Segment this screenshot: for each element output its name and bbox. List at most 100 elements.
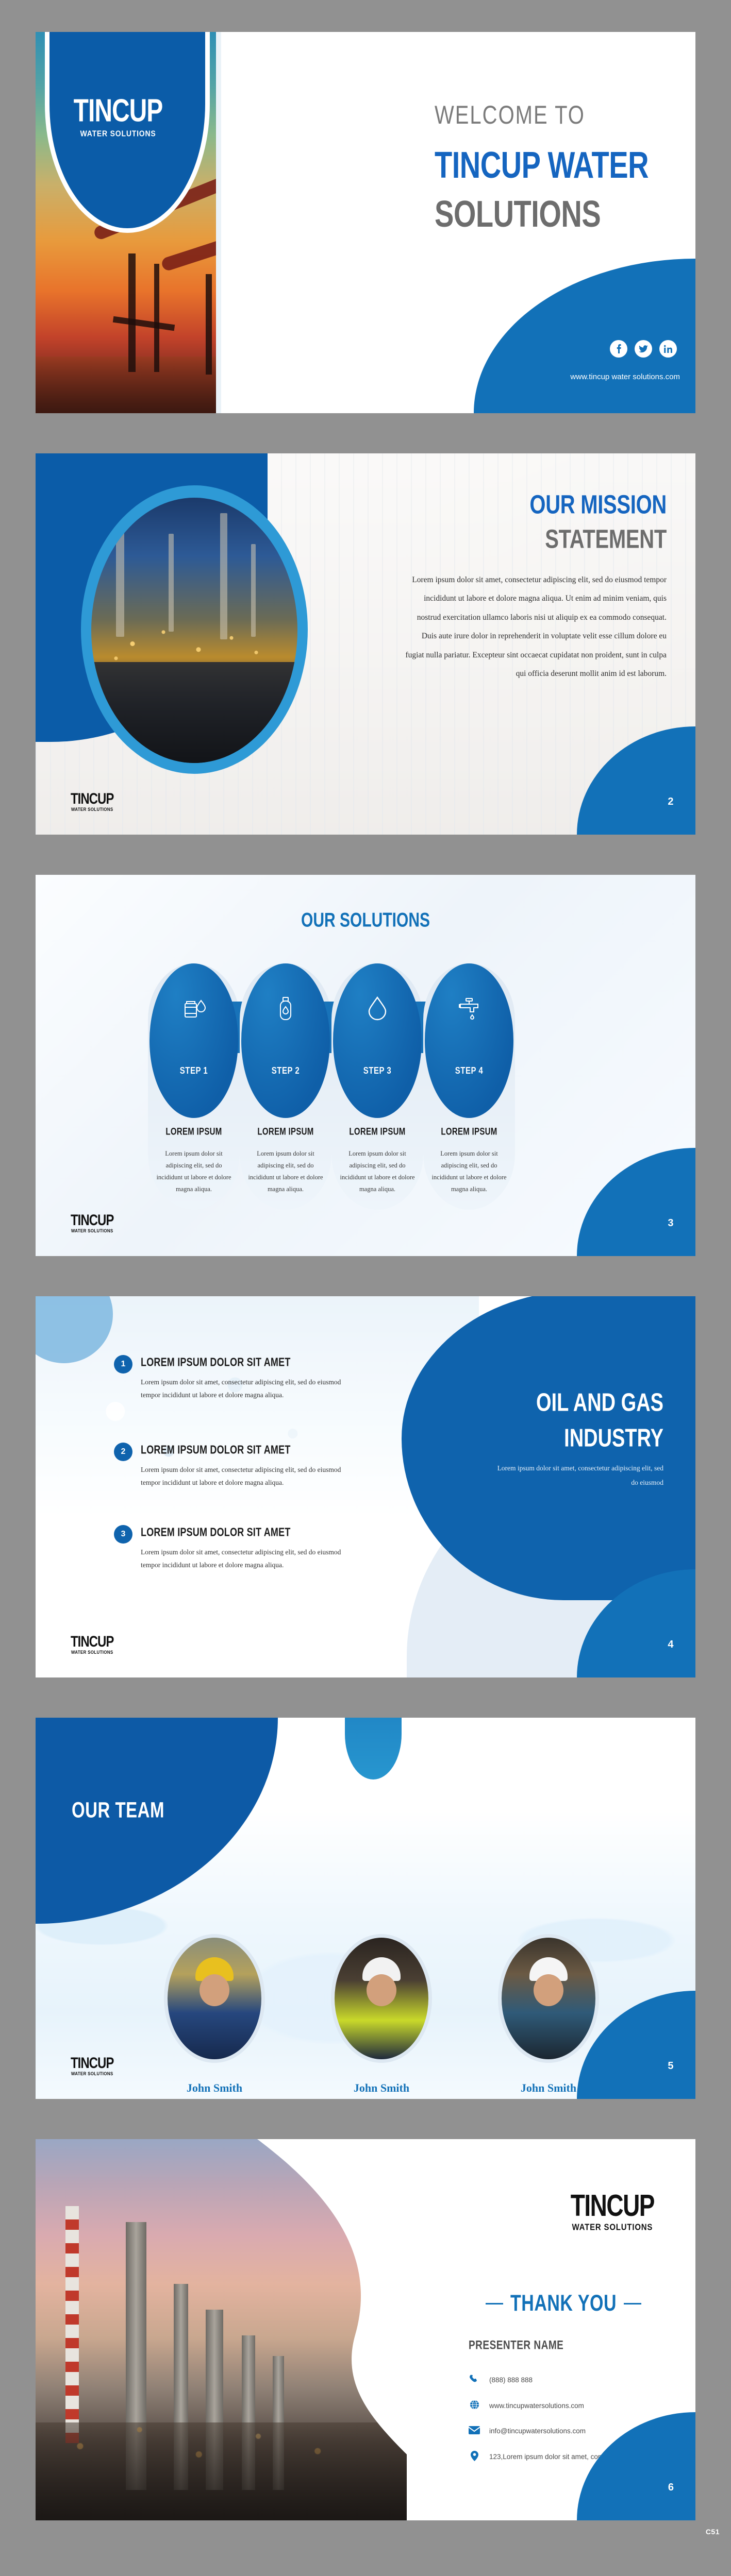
contact-row-phone[interactable]: (888) 888 888 bbox=[469, 2374, 685, 2386]
refinery-pipes-photo bbox=[91, 498, 297, 763]
item-text: Lorem ipsum dolor sit amet, consectetur … bbox=[141, 1548, 341, 1569]
facebook-icon[interactable] bbox=[610, 340, 627, 358]
deck-bottom-margin: C51 bbox=[0, 2520, 731, 2544]
photo-base bbox=[36, 2422, 407, 2520]
footer-logo-main: TINCUP bbox=[71, 1633, 114, 1651]
page-number: 2 bbox=[668, 796, 674, 807]
team-member[interactable]: John Smith Lorem ipsum dolor sit amet, o… bbox=[322, 1934, 441, 2099]
page-number: 4 bbox=[668, 1639, 674, 1650]
worker-yellow-helmet-photo bbox=[164, 1934, 265, 2063]
page-number-badge: 3 bbox=[577, 1148, 695, 1256]
footer-brand-logo: TINCUP WATER SOLUTIONS bbox=[71, 790, 114, 812]
slide5-drop-shape bbox=[345, 1718, 402, 1780]
watermark-label: C51 bbox=[705, 2528, 720, 2536]
step-blob bbox=[333, 963, 422, 1118]
social-links[interactable] bbox=[610, 340, 677, 358]
step-blob bbox=[425, 963, 513, 1118]
footer-logo-main: TINCUP bbox=[71, 1211, 114, 1229]
footer-logo-main: TINCUP bbox=[71, 790, 114, 808]
footer-logo-sub: WATER SOLUTIONS bbox=[71, 1650, 113, 1655]
list-item[interactable]: 2 LOREM IPSUM DOLOR SIT AMET Lorem ipsum… bbox=[114, 1443, 361, 1489]
footer-logo-sub: WATER SOLUTIONS bbox=[71, 2071, 113, 2077]
slide-6-thank-you[interactable]: TINCUP WATER SOLUTIONS THANK YOU PRESENT… bbox=[36, 2139, 695, 2520]
slide-3-solutions[interactable]: OUR SOLUTIONS STEP 1 LOREM IPSUM Lorem i… bbox=[36, 875, 695, 1256]
slide1-text-column: WELCOME TO TINCUP WATER SOLUTIONS bbox=[422, 32, 695, 413]
footer-brand-logo: TINCUP WATER SOLUTIONS bbox=[71, 2055, 114, 2077]
left-dash bbox=[486, 2303, 503, 2304]
faucet-tap-drip-icon bbox=[423, 994, 515, 1025]
team-member[interactable]: John Smith Lorem ipsum dolor sit amet, o… bbox=[155, 1934, 274, 2099]
item-heading: LOREM IPSUM DOLOR SIT AMET bbox=[141, 1443, 291, 1456]
slide-2-mission[interactable]: OUR MISSION STATEMENT Lorem ipsum dolor … bbox=[36, 453, 695, 835]
linkedin-icon[interactable] bbox=[659, 340, 677, 358]
step-heading: LOREM IPSUM bbox=[349, 1126, 406, 1138]
slide4-subtext: Lorem ipsum dolor sit amet, consectetur … bbox=[497, 1464, 663, 1487]
step-label: STEP 1 bbox=[179, 1065, 208, 1077]
list-item[interactable]: 1 LOREM IPSUM DOLOR SIT AMET Lorem ipsum… bbox=[114, 1355, 361, 1402]
globe-icon bbox=[469, 2399, 480, 2411]
water-droplet-icon bbox=[331, 994, 423, 1025]
step-blob bbox=[149, 963, 238, 1118]
footer-brand-logo: TINCUP WATER SOLUTIONS bbox=[71, 1633, 114, 1655]
worker-safety-vest-photo bbox=[331, 1934, 432, 2063]
gas-cylinder-flame-icon bbox=[240, 994, 331, 1025]
contact-row-website[interactable]: www.tincupwatersolutions.com bbox=[469, 2399, 685, 2412]
step-label: STEP 4 bbox=[455, 1065, 484, 1077]
slide4-blue-shape bbox=[402, 1296, 695, 1600]
slide2-title: OUR MISSION STATEMENT bbox=[529, 490, 667, 554]
member-name: John Smith bbox=[353, 2081, 410, 2094]
oil-barrel-drop-icon bbox=[148, 994, 240, 1025]
brand-logo-sub: WATER SOLUTIONS bbox=[572, 2222, 653, 2233]
worker-white-helmet-photo bbox=[498, 1934, 599, 2063]
member-name: John Smith bbox=[520, 2081, 577, 2094]
list-item[interactable]: 3 LOREM IPSUM DOLOR SIT AMET Lorem ipsum… bbox=[114, 1525, 361, 1572]
slide-gap bbox=[0, 2099, 731, 2139]
brand-logo: TINCUP WATER SOLUTIONS bbox=[570, 2188, 655, 2233]
welcome-kicker: WELCOME TO bbox=[435, 101, 585, 130]
location-pin-icon bbox=[469, 2450, 480, 2462]
page-number: 6 bbox=[668, 2482, 674, 2493]
step-text: Lorem ipsum dolor sit adipiscing elit, s… bbox=[431, 1150, 507, 1193]
brand-logo: TINCUP WATER SOLUTIONS bbox=[67, 95, 170, 138]
slide-1-title[interactable]: TINCUP WATER SOLUTIONS WELCOME TO TINCUP… bbox=[36, 32, 695, 413]
slide2-title-line1: OUR MISSION bbox=[529, 490, 667, 520]
footer-logo-sub: WATER SOLUTIONS bbox=[71, 807, 113, 812]
mail-icon bbox=[469, 2425, 480, 2436]
step-blob bbox=[241, 963, 330, 1118]
slide2-title-line2: STATEMENT bbox=[545, 524, 667, 554]
slide-gap bbox=[0, 835, 731, 875]
slide4-title-line2: INDUSTRY bbox=[564, 1424, 663, 1453]
page-number: 3 bbox=[668, 1217, 674, 1229]
page-number: 5 bbox=[668, 2060, 674, 2072]
step-heading: LOREM IPSUM bbox=[257, 1126, 314, 1138]
slide4-title-line1: OIL AND GAS bbox=[536, 1388, 663, 1417]
slide-4-oil-and-gas[interactable]: OIL AND GAS INDUSTRY Lorem ipsum dolor s… bbox=[36, 1296, 695, 1677]
logo-badge bbox=[45, 32, 210, 233]
slide-5-team[interactable]: OUR TEAM John Smith Lorem ipsum dolor si… bbox=[36, 1718, 695, 2099]
deck-top-margin bbox=[0, 0, 731, 32]
slide1-title-line1: TINCUP WATER bbox=[435, 143, 649, 186]
twitter-icon[interactable] bbox=[635, 340, 652, 358]
team-member[interactable]: John Smith Lorem ipsum dolor sit amet, o… bbox=[489, 1934, 608, 2099]
step-label: STEP 2 bbox=[271, 1065, 300, 1077]
thank-you-heading: THANK YOU bbox=[486, 2291, 641, 2316]
item-number-badge: 1 bbox=[114, 1355, 132, 1374]
footer-logo-sub: WATER SOLUTIONS bbox=[71, 1228, 113, 1234]
step-label: STEP 3 bbox=[363, 1065, 392, 1077]
brand-logo-sub: WATER SOLUTIONS bbox=[80, 129, 156, 138]
website-url[interactable]: www.tincup water solutions.com bbox=[570, 372, 680, 381]
team-members: John Smith Lorem ipsum dolor sit amet, o… bbox=[155, 1934, 608, 2099]
contact-row-email[interactable]: info@tincupwatersolutions.com bbox=[469, 2425, 685, 2437]
brand-logo-main: TINCUP bbox=[73, 93, 163, 129]
thank-you-text: THANK YOU bbox=[510, 2291, 617, 2316]
slide3-title: OUR SOLUTIONS bbox=[301, 909, 430, 931]
footer-brand-logo: TINCUP WATER SOLUTIONS bbox=[71, 1211, 114, 1234]
phone-icon bbox=[469, 2374, 480, 2385]
page-number-badge: 6 bbox=[577, 2412, 695, 2520]
presenter-name: PRESENTER NAME bbox=[469, 2338, 564, 2352]
item-number-badge: 3 bbox=[114, 1525, 132, 1544]
brand-logo-main: TINCUP bbox=[570, 2188, 655, 2223]
item-heading: LOREM IPSUM DOLOR SIT AMET bbox=[141, 1525, 291, 1539]
contact-value: info@tincupwatersolutions.com bbox=[489, 2427, 586, 2435]
